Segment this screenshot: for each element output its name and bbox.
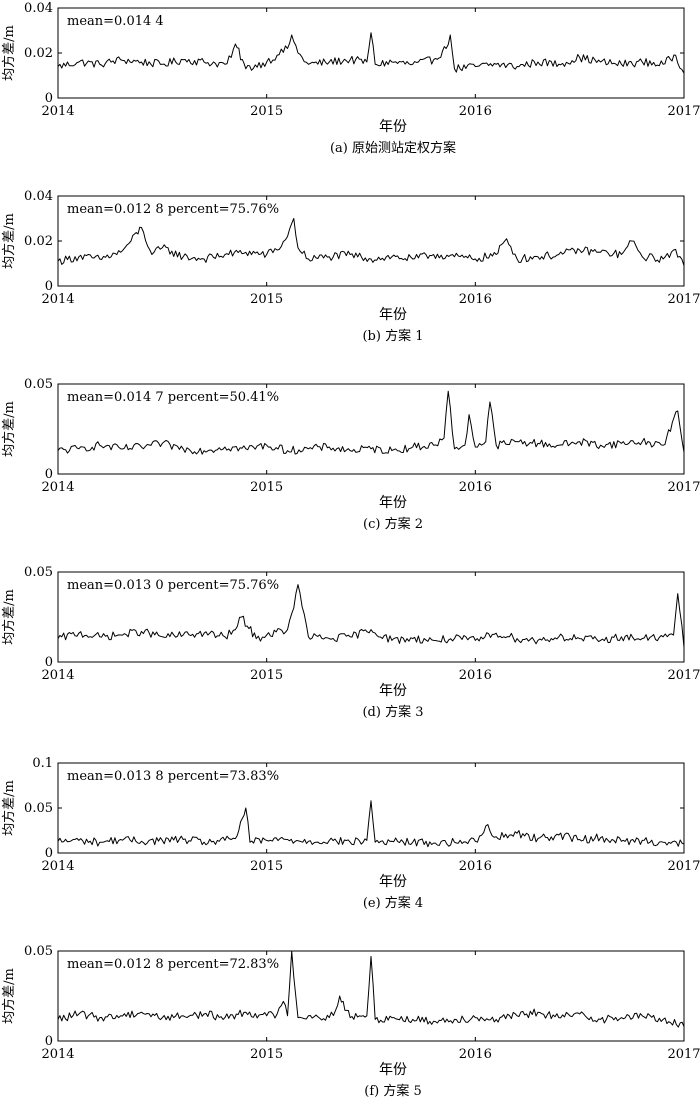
x-tick-label: 2016 [459,480,492,495]
chart-panel-2: 2014 2015 2016 2017 0 0.02 0.04 年份 均方差/m mean=0.0… [1,189,700,344]
chart-panel-1: 2014 2015 2016 2017 0 0.02 0.04 年份 均方差/m mean=0.0… [1,1,700,156]
stats-annotation: mean=0.014 7 percent=50.41% [67,390,279,405]
y-axis-label: 均方差/m [1,401,17,457]
stats-annotation: mean=0.014 4 [67,14,164,29]
y-tick-label: 0.02 [24,46,53,61]
x-tick-label: 2017 [667,480,700,495]
x-tick-label: 2017 [667,668,700,683]
stats-annotation: mean=0.012 8 percent=75.76% [67,202,279,217]
x-axis-label: 年份 [379,1062,407,1078]
x-tick-label: 2015 [250,292,283,307]
x-tick-label: 2014 [41,292,74,307]
x-tick-label: 2014 [41,104,74,119]
y-axis-label: 均方差/m [1,968,17,1024]
x-axis-label: 年份 [379,874,407,890]
y-tick-label: 0 [45,91,53,106]
chart-panel-6: 2014 2015 2016 2017 0 0.05 年份 均方差/m mean=0.012 8… [1,944,700,1099]
y-axis-label: 均方差/m [1,780,17,836]
x-tick-label: 2017 [667,1047,700,1062]
chart-panel-5: 2014 2015 2016 2017 0 0.05 0.1 年份 均方差/m mean=0.01… [1,756,700,911]
x-tick-label: 2016 [459,104,492,119]
x-axis-label: 年份 [379,683,407,699]
x-tick-label: 2017 [667,292,700,307]
x-tick-label: 2015 [250,859,283,874]
y-tick-label: 0.05 [24,944,53,959]
series-line [57,584,685,648]
x-tick-label: 2016 [459,859,492,874]
y-tick-label: 0.02 [24,234,53,249]
panel-caption: (d) 方案 3 [362,704,423,720]
plot-frame [57,950,685,1042]
y-tick-label: 0.05 [24,377,53,392]
x-tick-label: 2015 [250,1047,283,1062]
y-tick-label: 0 [45,1034,53,1049]
series-line [57,950,685,1028]
y-tick-label: 0 [45,467,53,482]
y-tick-label: 0 [45,279,53,294]
y-axis-label: 均方差/m [1,589,17,645]
x-axis-label: 年份 [379,307,407,323]
panel-caption: (b) 方案 1 [362,328,423,344]
y-tick-label: 0.04 [24,189,53,204]
chart-panel-3: 2014 2015 2016 2017 0 0.05 年份 均方差/m mean=0.014 7… [1,377,700,532]
panel-caption: (a) 原始测站定权方案 [330,140,456,156]
x-axis-label: 年份 [379,119,407,135]
panel-caption: (f) 方案 5 [364,1083,422,1099]
x-tick-label: 2017 [667,104,700,119]
x-tick-label: 2015 [250,104,283,119]
panel-caption: (c) 方案 2 [363,516,423,532]
plot-frame [57,383,685,475]
series-line [57,218,685,266]
x-tick-label: 2014 [41,668,74,683]
y-tick-label: 0 [45,846,53,861]
panel-caption: (e) 方案 4 [363,895,423,911]
x-tick-label: 2015 [250,668,283,683]
y-axis-label: 均方差/m [1,213,17,269]
x-tick-label: 2014 [41,480,74,495]
x-tick-label: 2015 [250,480,283,495]
x-tick-label: 2014 [41,859,74,874]
stats-annotation: mean=0.013 8 percent=73.83% [67,769,279,784]
x-axis-label: 年份 [379,495,407,511]
series-line [57,800,685,848]
y-tick-label: 0.1 [32,756,53,771]
y-tick-label: 0.05 [24,565,53,580]
x-tick-label: 2016 [459,668,492,683]
stats-annotation: mean=0.012 8 percent=72.83% [67,957,279,972]
x-tick-label: 2017 [667,859,700,874]
chart-panel-4: 2014 2015 2016 2017 0 0.05 年份 均方差/m mean=0.013 0… [1,565,700,720]
y-tick-label: 0.05 [24,801,53,816]
x-tick-label: 2016 [459,1047,492,1062]
x-tick-label: 2016 [459,292,492,307]
y-axis-label: 均方差/m [1,25,17,81]
plot-frame [57,571,685,663]
x-tick-label: 2014 [41,1047,74,1062]
y-tick-label: 0 [45,655,53,670]
stats-annotation: mean=0.013 0 percent=75.76% [67,578,279,593]
series-line [57,32,685,74]
y-tick-label: 0.04 [24,1,53,16]
series-line [57,390,685,455]
